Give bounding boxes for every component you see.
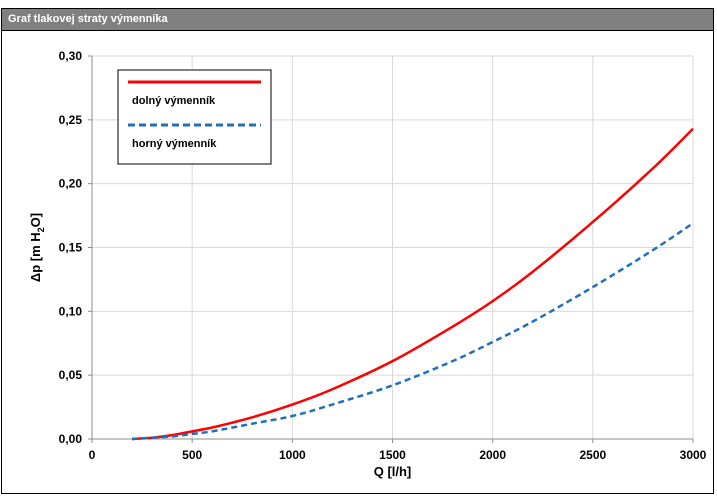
window-title: Graf tlakovej straty výmenníka (8, 13, 168, 25)
x-tick-label: 0 (89, 448, 96, 462)
series-line-horny (131, 222, 694, 441)
title-bar: Graf tlakovej straty výmenníka (2, 9, 713, 31)
x-tick-label: 1500 (379, 448, 406, 462)
y-tick-label: 0,20 (59, 177, 83, 191)
y-axis-title-end: O] (28, 213, 43, 227)
x-tick-label: 3000 (680, 448, 707, 462)
x-axis-title: Q [l/h] (374, 464, 412, 479)
series-line-dolny (131, 127, 694, 441)
y-tick-label: 0,25 (59, 113, 83, 127)
y-tick-label: 0,00 (59, 432, 83, 446)
legend-box (117, 69, 272, 165)
y-axis-title-subscript: 2 (36, 227, 46, 232)
y-tick-label: 0,15 (59, 241, 83, 255)
x-tick-label: 1000 (279, 448, 306, 462)
y-axis-title-main: Δp [m H (28, 232, 43, 282)
x-tick-label: 500 (182, 448, 202, 462)
y-tick-label: 0,05 (59, 368, 83, 382)
y-axis-title: Δp [m H2O] (28, 213, 46, 282)
y-tick-label: 0,10 (59, 304, 83, 318)
x-tick-label: 2500 (579, 448, 606, 462)
x-tick-label: 2000 (479, 448, 506, 462)
legend-label: dolný výmenník (132, 95, 216, 107)
legend-label: horný výmenník (132, 138, 217, 150)
y-tick-label: 0,30 (59, 49, 83, 63)
